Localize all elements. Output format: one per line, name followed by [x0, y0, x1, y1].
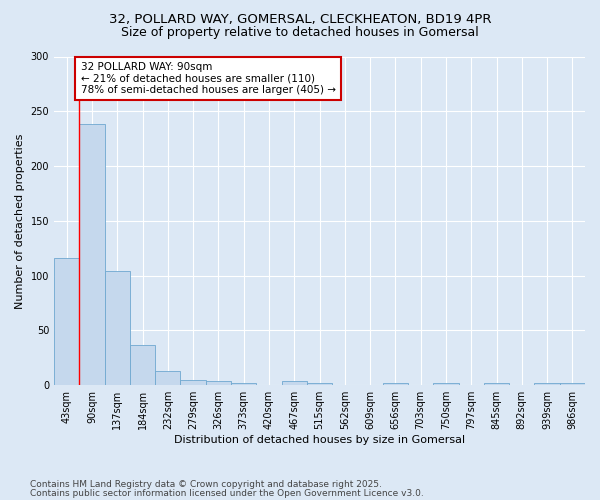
Bar: [54, 258, 79, 385]
Bar: [281, 381, 307, 385]
Bar: [130, 344, 155, 385]
Bar: [307, 383, 332, 385]
Text: Contains HM Land Registry data © Crown copyright and database right 2025.: Contains HM Land Registry data © Crown c…: [30, 480, 382, 489]
Bar: [484, 383, 509, 385]
Bar: [231, 383, 256, 385]
Text: 32, POLLARD WAY, GOMERSAL, CLECKHEATON, BD19 4PR: 32, POLLARD WAY, GOMERSAL, CLECKHEATON, …: [109, 12, 491, 26]
Bar: [79, 124, 104, 385]
Bar: [181, 380, 206, 385]
Bar: [560, 383, 585, 385]
Bar: [383, 383, 408, 385]
Bar: [206, 381, 231, 385]
Bar: [155, 371, 181, 385]
Text: Contains public sector information licensed under the Open Government Licence v3: Contains public sector information licen…: [30, 489, 424, 498]
Text: Size of property relative to detached houses in Gomersal: Size of property relative to detached ho…: [121, 26, 479, 39]
Bar: [535, 383, 560, 385]
Bar: [433, 383, 458, 385]
Text: 32 POLLARD WAY: 90sqm
← 21% of detached houses are smaller (110)
78% of semi-det: 32 POLLARD WAY: 90sqm ← 21% of detached …: [80, 62, 335, 95]
Y-axis label: Number of detached properties: Number of detached properties: [15, 133, 25, 308]
X-axis label: Distribution of detached houses by size in Gomersal: Distribution of detached houses by size …: [174, 435, 465, 445]
Bar: [104, 272, 130, 385]
